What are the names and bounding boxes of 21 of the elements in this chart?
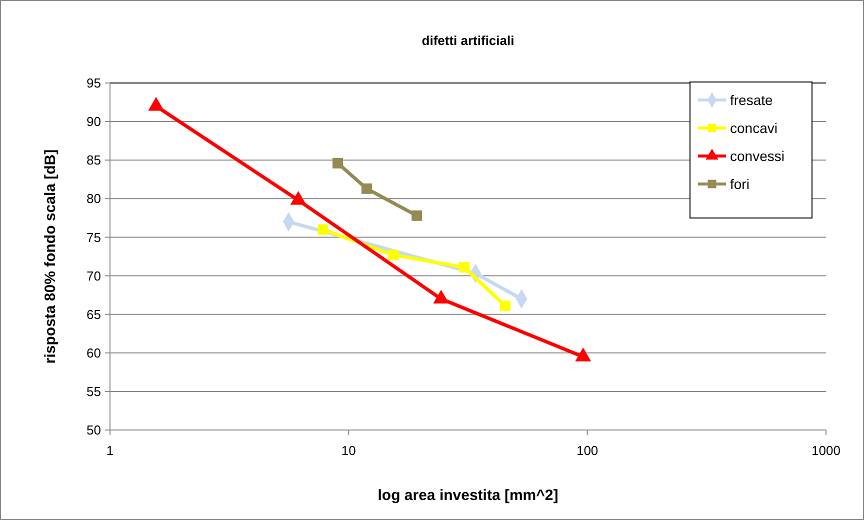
- y-tick-label: 85: [86, 152, 101, 168]
- y-tick-label: 60: [86, 345, 101, 360]
- y-tick-label: 70: [86, 268, 101, 284]
- y-tick-label: 65: [86, 306, 101, 322]
- y-tick-label: 55: [86, 384, 101, 399]
- x-tick-label: 10: [341, 443, 356, 458]
- x-tick-label: 100: [576, 443, 598, 458]
- x-axis-title: log area investita [mm^2]: [378, 487, 558, 504]
- x-tick-label: 1000: [812, 443, 840, 458]
- legend-label: convessi: [730, 148, 784, 164]
- y-tick-label: 90: [86, 114, 101, 130]
- legend-label: fresate: [730, 92, 774, 108]
- y-axis-title: risposta 80% fondo scala [dB]: [42, 149, 59, 364]
- x-tick-label: 1: [106, 443, 114, 458]
- y-tick-label: 80: [86, 191, 101, 206]
- chart-title: difetti artificiali: [422, 33, 514, 48]
- y-tick-label: 75: [86, 230, 101, 245]
- legend-label: concavi: [730, 120, 778, 136]
- y-tick-label: 50: [86, 422, 101, 438]
- y-tick-label: 95: [86, 76, 101, 91]
- legend-label: fori: [730, 176, 750, 192]
